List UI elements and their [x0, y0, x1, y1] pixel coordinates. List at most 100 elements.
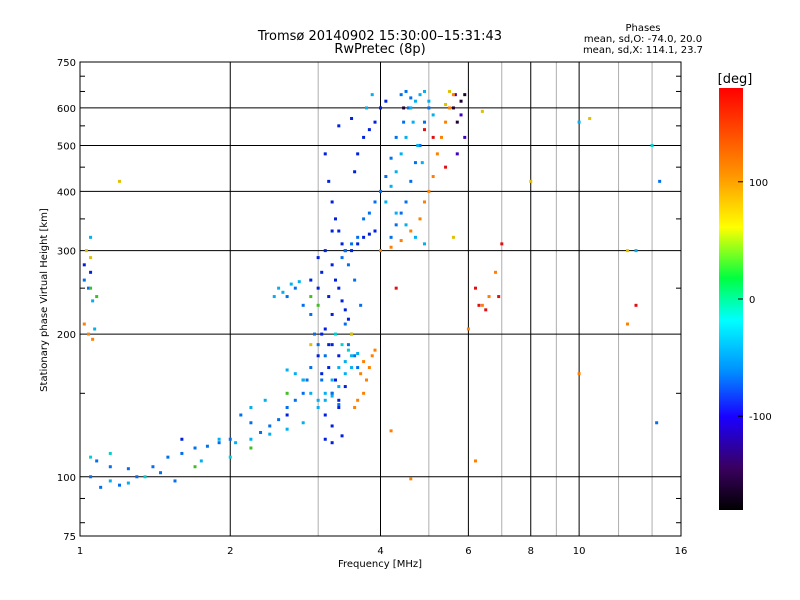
data-point — [228, 455, 232, 459]
data-point — [301, 421, 305, 425]
data-point — [327, 179, 331, 183]
data-point — [217, 437, 221, 441]
data-point — [418, 217, 422, 221]
data-point — [330, 229, 334, 233]
x-tick-label: 4 — [377, 546, 383, 557]
x-tick-label: 1 — [77, 546, 83, 557]
data-point — [333, 332, 337, 336]
data-point — [309, 391, 313, 395]
data-point — [217, 441, 221, 445]
data-point — [330, 441, 334, 445]
data-point — [327, 343, 331, 347]
data-point — [330, 378, 334, 382]
data-point — [118, 483, 122, 487]
data-point — [409, 106, 413, 110]
data-point — [399, 152, 403, 156]
data-point — [477, 303, 481, 307]
data-point — [330, 424, 334, 428]
data-point — [323, 249, 327, 253]
data-point — [404, 223, 408, 227]
data-point — [413, 235, 417, 239]
data-point — [373, 200, 377, 204]
colorbar-label: [deg] — [718, 72, 753, 87]
plot-area — [79, 61, 682, 537]
data-point — [118, 179, 122, 183]
data-point — [316, 286, 320, 290]
data-point — [577, 372, 581, 376]
data-point — [108, 465, 112, 469]
data-point — [427, 189, 431, 193]
y-tick-label: 100 — [57, 473, 76, 484]
data-point — [323, 413, 327, 417]
data-point — [320, 270, 324, 274]
data-point — [323, 354, 327, 358]
data-point — [249, 406, 253, 410]
data-point — [389, 184, 393, 188]
data-point — [370, 93, 374, 97]
data-point — [370, 354, 374, 358]
data-point — [455, 120, 459, 124]
data-point — [301, 303, 305, 307]
data-point — [180, 437, 184, 441]
data-point — [416, 143, 420, 147]
data-point — [435, 152, 439, 156]
data-point — [431, 135, 435, 139]
data-point — [389, 245, 393, 249]
x-axis-label: Frequency [MHz] — [338, 559, 422, 570]
data-point — [340, 434, 344, 438]
data-point — [343, 249, 347, 253]
data-point — [420, 161, 424, 165]
data-point — [459, 99, 463, 103]
data-points — [82, 89, 662, 489]
data-point — [323, 398, 327, 402]
data-point — [402, 120, 406, 124]
data-point — [346, 263, 350, 267]
data-point — [316, 398, 320, 402]
y-tick-label: 750 — [57, 58, 76, 69]
data-point — [409, 179, 413, 183]
data-point — [285, 391, 289, 395]
data-point — [655, 421, 659, 425]
data-point — [333, 278, 337, 282]
data-point — [359, 372, 363, 376]
data-point — [89, 270, 93, 274]
data-point — [356, 235, 360, 239]
data-point — [263, 398, 267, 402]
data-point — [327, 366, 331, 370]
data-point — [285, 368, 289, 372]
data-point — [625, 322, 629, 326]
data-point — [356, 152, 360, 156]
data-point — [459, 113, 463, 117]
data-point — [312, 332, 316, 336]
data-point — [199, 459, 203, 463]
data-point — [343, 360, 347, 364]
data-point — [394, 286, 398, 290]
data-point — [418, 143, 422, 147]
chart-title: Tromsø 20140902 15:30:00–15:31:43 — [257, 29, 502, 44]
data-point — [384, 99, 388, 103]
data-point — [277, 286, 281, 290]
data-point — [394, 170, 398, 174]
data-point — [166, 455, 170, 459]
data-point — [484, 308, 488, 312]
data-point — [409, 229, 413, 233]
data-point — [327, 295, 331, 299]
data-point — [320, 372, 324, 376]
data-point — [473, 459, 477, 463]
data-point — [340, 242, 344, 246]
data-point — [418, 93, 422, 97]
data-point — [362, 391, 366, 395]
colorbar-tick-label: -100 — [749, 412, 772, 423]
data-point — [634, 303, 638, 307]
data-point — [268, 424, 272, 428]
data-point — [268, 432, 272, 436]
data-point — [448, 89, 452, 93]
data-point — [330, 391, 334, 395]
data-point — [497, 295, 501, 299]
y-tick-label: 500 — [57, 141, 76, 152]
data-point — [89, 235, 93, 239]
data-point — [399, 239, 403, 243]
data-point — [82, 322, 86, 326]
data-point — [323, 437, 327, 441]
